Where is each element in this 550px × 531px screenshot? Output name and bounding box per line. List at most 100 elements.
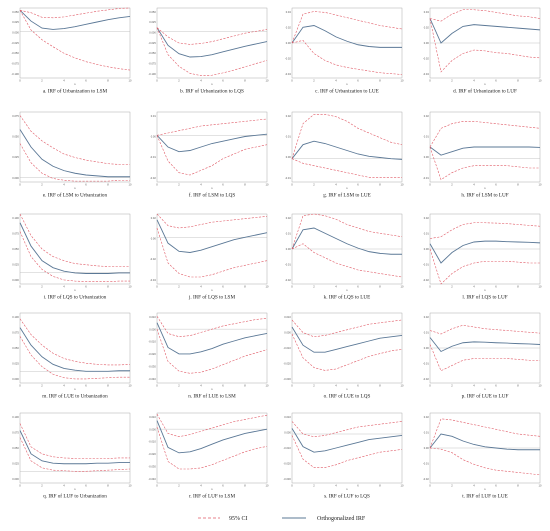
y-tick-label: 0.000 xyxy=(149,327,156,331)
y-tick-label: 0.01 xyxy=(286,135,292,139)
x-tick-label: 2 xyxy=(313,484,315,488)
x-tick-label: 6 xyxy=(85,484,87,488)
y-tick-label: -0.030 xyxy=(283,377,291,381)
x-tick-label: 6 xyxy=(222,285,224,289)
x-tick-label: 4 xyxy=(473,384,475,388)
ci-line xyxy=(429,222,541,239)
y-tick-label: 0.01 xyxy=(424,430,430,434)
x-tick-label: 0 xyxy=(291,79,293,83)
y-tick-label: 0.075 xyxy=(12,114,19,118)
panel-caption: f. IRF of LSM to LQS xyxy=(189,192,236,199)
ci-line xyxy=(429,418,541,449)
panel-caption: q. IRF of LUF to Urbanization xyxy=(43,493,107,500)
x-tick-label: 0 xyxy=(429,484,431,488)
x-axis-label: s xyxy=(211,387,213,391)
y-tick-label: 0.00 xyxy=(424,346,430,350)
x-tick-label: 2 xyxy=(451,285,453,289)
plot-frame xyxy=(156,312,268,384)
ci-line xyxy=(19,7,131,19)
irf-line xyxy=(19,129,130,178)
y-tick-label: 0.00 xyxy=(151,237,157,241)
irf-panel: 0.02 0.01 0.00 -0.01 -0.020 2 4 6 8 10 s t. IRF of … xyxy=(423,412,542,500)
y-tick-label: 0.025 xyxy=(12,361,19,365)
x-tick-label: 4 xyxy=(63,183,65,187)
ci-line xyxy=(429,9,541,22)
x-tick-label: 2 xyxy=(313,79,315,83)
x-tick-label: 4 xyxy=(63,79,65,83)
x-tick-label: 0 xyxy=(156,484,158,488)
x-tick-label: 8 xyxy=(107,484,109,488)
ci-line xyxy=(291,243,403,278)
y-tick-label: -0.075 xyxy=(148,62,156,66)
x-tick-label: 2 xyxy=(178,384,180,388)
y-tick-label: -0.040 xyxy=(148,377,156,381)
x-tick-label: 10 xyxy=(401,384,404,388)
x-tick-label: 8 xyxy=(517,285,519,289)
x-tick-label: 10 xyxy=(539,484,542,488)
x-tick-label: 0 xyxy=(429,183,431,187)
x-tick-label: 0 xyxy=(156,79,158,83)
x-tick-label: 8 xyxy=(517,183,519,187)
y-tick-label: -0.100 xyxy=(11,72,19,76)
x-tick-label: 6 xyxy=(85,384,87,388)
y-tick-label: 0.075 xyxy=(12,330,19,334)
panel-caption: e. IRF of LSM to Urbanization xyxy=(43,192,108,199)
y-tick-label: 0.00 xyxy=(286,41,292,45)
y-tick-label: -0.020 xyxy=(148,352,156,356)
x-tick-label: 6 xyxy=(85,79,87,83)
y-tick-label: 0.025 xyxy=(149,20,156,24)
y-tick-label: 0.000 xyxy=(149,427,156,431)
y-tick-label: -0.02 xyxy=(423,56,429,60)
ci-line xyxy=(19,437,131,472)
x-tick-label: 10 xyxy=(539,285,542,289)
y-tick-label: -0.04 xyxy=(285,72,291,76)
x-tick-label: 2 xyxy=(41,484,43,488)
y-tick-label: -0.030 xyxy=(148,465,156,469)
y-tick-label: -0.010 xyxy=(283,446,291,450)
plot-frame xyxy=(19,111,131,183)
x-tick-label: 10 xyxy=(266,183,269,187)
x-tick-label: 4 xyxy=(200,484,202,488)
panel-caption: s. IRF of LUF to LQS xyxy=(324,493,370,500)
ci-line xyxy=(291,40,403,75)
x-tick-label: 0 xyxy=(19,79,21,83)
x-tick-label: 0 xyxy=(291,484,293,488)
irf-line xyxy=(19,327,130,372)
y-tick-label: -0.01 xyxy=(423,361,429,365)
legend-ci-label: 95% CI xyxy=(229,516,248,522)
irf-panels: 0.0500.0250.000-0.025-0.050-0.075-0.1000… xyxy=(11,7,542,500)
y-tick-label: 0.000 xyxy=(12,477,19,481)
x-tick-label: 0 xyxy=(291,285,293,289)
y-tick-label: 0.01 xyxy=(286,231,292,235)
y-tick-label: 0.01 xyxy=(424,330,430,334)
ci-line xyxy=(156,213,268,229)
x-tick-label: 2 xyxy=(178,484,180,488)
x-tick-label: 6 xyxy=(495,183,497,187)
irf-panel: 0.02 0.01 0.00 -0.01 -0.020 2 4 6 8 10 s p. IRF of … xyxy=(423,312,542,400)
ci-line xyxy=(291,213,403,250)
irf-panel: 0.02 0.00 -0.02 -0.040 2 4 6 8 10 s j. IRF of LQS … xyxy=(150,213,269,301)
plot-frame xyxy=(19,312,131,384)
plot-frame xyxy=(156,111,268,183)
ci-line xyxy=(156,27,268,45)
x-tick-label: 4 xyxy=(473,484,475,488)
y-tick-label: 0.02 xyxy=(286,216,292,220)
y-tick-label: -0.01 xyxy=(423,176,429,180)
irf-line xyxy=(19,222,130,274)
x-tick-label: 6 xyxy=(357,183,359,187)
y-tick-label: 0.050 xyxy=(12,346,19,350)
y-tick-label: -0.02 xyxy=(423,278,429,282)
x-tick-label: 4 xyxy=(335,79,337,83)
plot-frame xyxy=(19,7,131,79)
plot-frame xyxy=(19,412,131,484)
y-tick-label: 0.025 xyxy=(12,262,19,266)
ci-line xyxy=(291,333,403,371)
y-tick-label: -0.075 xyxy=(11,62,19,66)
x-tick-label: 6 xyxy=(357,285,359,289)
y-tick-label: 0.02 xyxy=(424,216,430,220)
irf-line xyxy=(429,146,541,156)
x-tick-label: 10 xyxy=(401,285,404,289)
x-tick-label: 8 xyxy=(379,79,381,83)
irf-panel: 0.02 0.01 0.00 -0.01 -0.020 2 4 6 8 10 s k. IRF of … xyxy=(285,213,404,301)
x-axis-label: s xyxy=(484,186,486,190)
